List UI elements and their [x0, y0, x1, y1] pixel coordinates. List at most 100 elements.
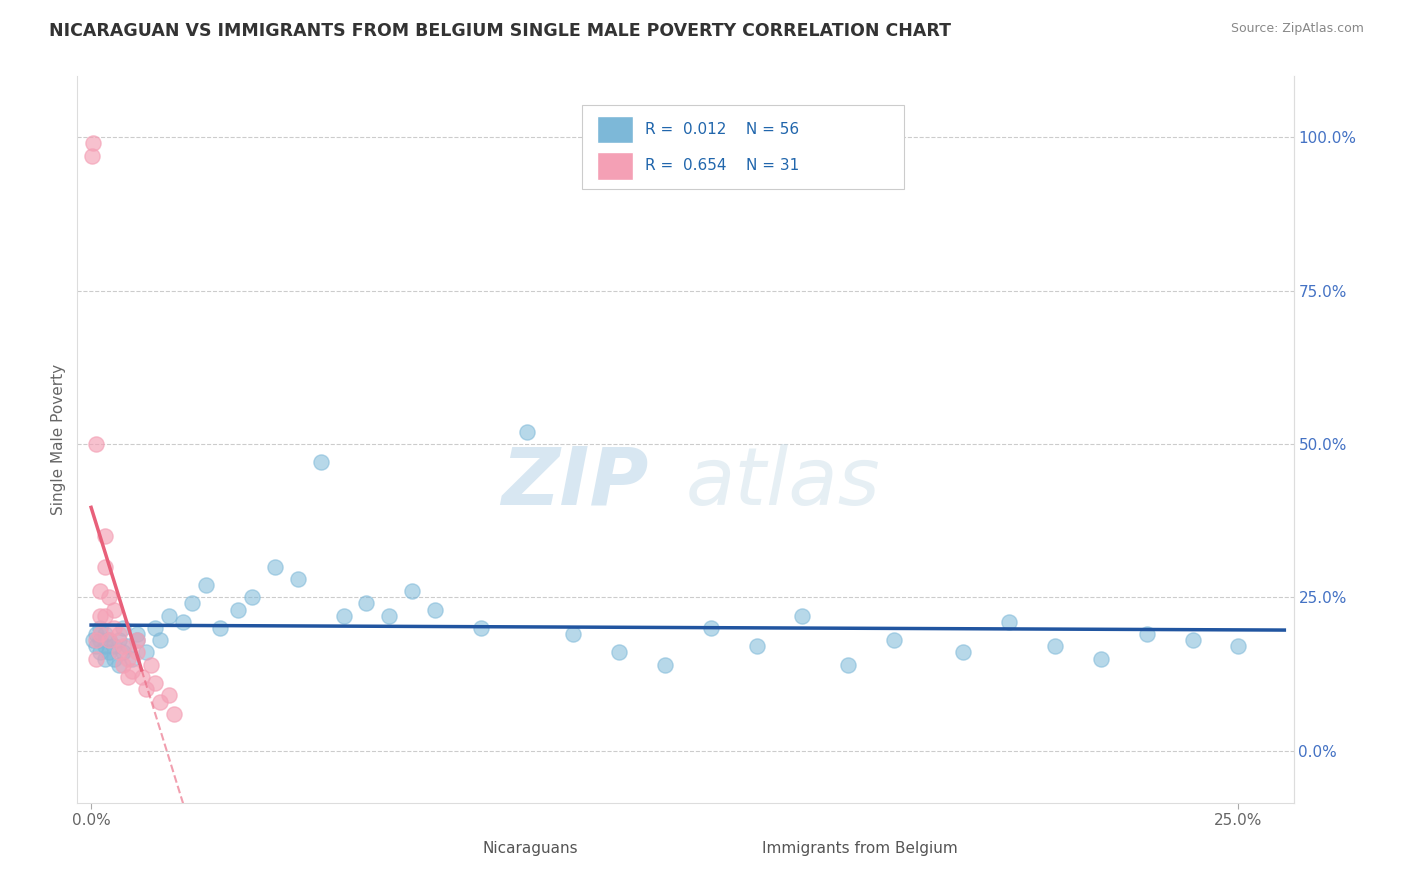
Point [82, 633, 104, 648]
Point [103, 640, 125, 654]
Point [98, 633, 121, 648]
Point [89, 627, 111, 641]
Point [149, 695, 172, 709]
Point [745, 640, 768, 654]
Point [98, 591, 121, 605]
Point [84, 651, 107, 665]
Point [98, 633, 121, 648]
Point [607, 645, 630, 659]
Point [84, 633, 107, 648]
Bar [596, 153, 633, 180]
Point [112, 657, 135, 672]
Text: R =  0.654    N = 31: R = 0.654 N = 31 [645, 159, 800, 173]
Point [121, 664, 143, 678]
Point [117, 670, 139, 684]
Point [125, 633, 148, 648]
Point [157, 689, 180, 703]
Y-axis label: Single Male Poverty: Single Male Poverty [51, 364, 66, 515]
Point [1136, 627, 1159, 641]
Text: NICARAGUAN VS IMMIGRANTS FROM BELGIUM SINGLE MALE POVERTY CORRELATION CHART: NICARAGUAN VS IMMIGRANTS FROM BELGIUM SI… [49, 22, 952, 40]
Point [82, 148, 104, 162]
Point [654, 657, 676, 672]
Point [194, 578, 217, 592]
Point [94, 640, 117, 654]
Point [240, 591, 263, 605]
Point [94, 627, 117, 641]
Point [401, 584, 423, 599]
Point [470, 621, 492, 635]
Point [1043, 640, 1066, 654]
Bar [596, 116, 633, 144]
Point [309, 455, 332, 469]
Point [103, 602, 125, 616]
Point [89, 584, 111, 599]
Point [103, 621, 125, 635]
Point [117, 640, 139, 654]
Point [172, 615, 194, 629]
Point [562, 627, 585, 641]
Point [112, 640, 135, 654]
Point [84, 437, 107, 451]
Point [837, 657, 859, 672]
Point [792, 608, 814, 623]
Point [226, 602, 249, 616]
Point [107, 627, 129, 641]
Point [425, 602, 447, 616]
Point [181, 596, 204, 610]
Point [125, 645, 148, 659]
Point [263, 559, 285, 574]
Point [89, 645, 111, 659]
Point [121, 651, 143, 665]
Point [112, 621, 135, 635]
Point [125, 633, 148, 648]
Point [94, 529, 117, 543]
Text: R =  0.012    N = 56: R = 0.012 N = 56 [645, 122, 800, 137]
Point [332, 608, 354, 623]
Text: Immigrants from Belgium: Immigrants from Belgium [762, 841, 957, 856]
Point [699, 621, 721, 635]
Point [143, 676, 166, 690]
Point [998, 615, 1021, 629]
Point [89, 633, 111, 648]
Point [356, 596, 378, 610]
Point [149, 633, 172, 648]
Point [135, 645, 157, 659]
Text: Source: ZipAtlas.com: Source: ZipAtlas.com [1230, 22, 1364, 36]
Point [82, 136, 104, 151]
Point [94, 651, 117, 665]
Point [103, 651, 125, 665]
Point [208, 621, 231, 635]
Point [135, 682, 157, 697]
Point [117, 651, 139, 665]
Point [84, 627, 107, 641]
Point [143, 621, 166, 635]
Point [1227, 640, 1250, 654]
Point [139, 657, 162, 672]
Bar [716, 835, 749, 863]
Point [1181, 633, 1204, 648]
Point [952, 645, 974, 659]
Point [94, 559, 117, 574]
FancyBboxPatch shape [582, 105, 904, 188]
Point [112, 645, 135, 659]
Text: Nicaraguans: Nicaraguans [482, 841, 578, 856]
Point [516, 425, 538, 439]
Point [107, 633, 129, 648]
Text: ZIP: ZIP [502, 444, 650, 522]
Point [378, 608, 401, 623]
Point [84, 640, 107, 654]
Point [107, 645, 129, 659]
Point [131, 670, 153, 684]
Point [883, 633, 905, 648]
Point [163, 706, 186, 721]
Bar [436, 835, 470, 863]
Point [98, 645, 121, 659]
Point [1090, 651, 1112, 665]
Point [125, 627, 148, 641]
Point [89, 621, 111, 635]
Point [287, 572, 309, 586]
Point [94, 608, 117, 623]
Point [89, 608, 111, 623]
Point [107, 657, 129, 672]
Text: atlas: atlas [686, 444, 880, 522]
